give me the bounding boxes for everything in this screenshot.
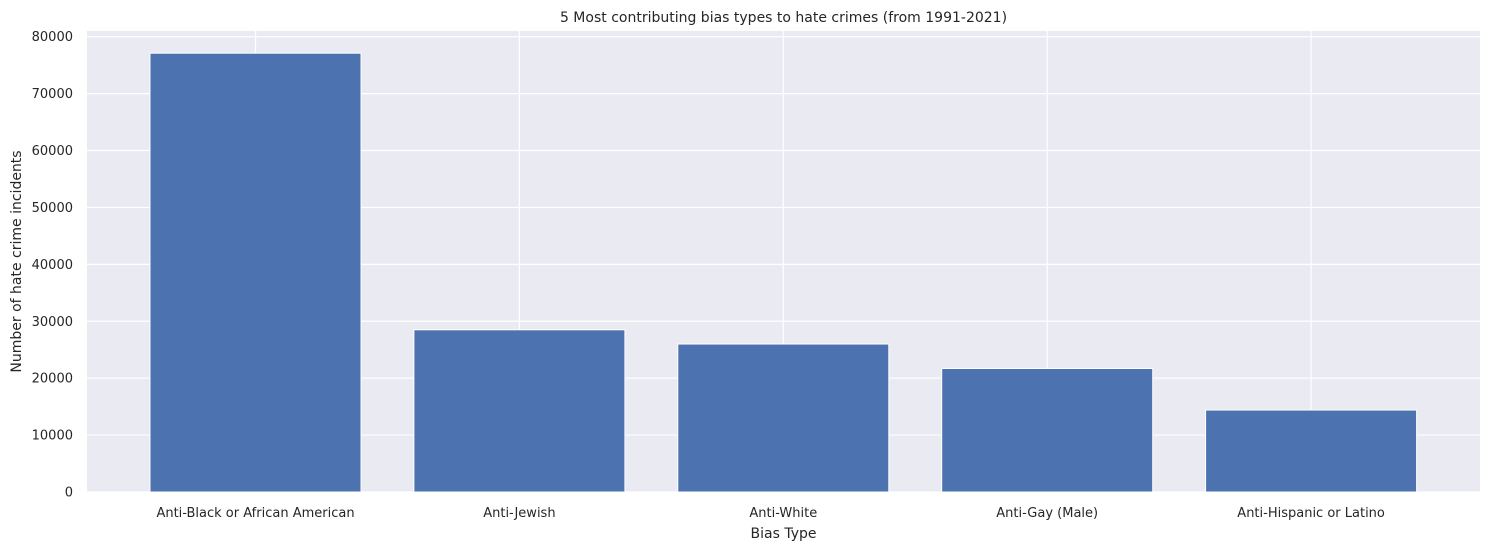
x-tick-label: Anti-Hispanic or Latino bbox=[1237, 506, 1385, 521]
bar bbox=[413, 329, 626, 493]
y-tick-label: 80000 bbox=[32, 30, 73, 45]
y-tick-label: 50000 bbox=[32, 201, 73, 216]
x-axis-label: Bias Type bbox=[751, 526, 817, 542]
bar bbox=[1205, 409, 1418, 493]
y-tick-label: 70000 bbox=[32, 87, 73, 102]
y-tick-label: 30000 bbox=[32, 315, 73, 330]
bar bbox=[149, 52, 362, 493]
y-tick-label: 40000 bbox=[32, 258, 73, 273]
y-tick-label: 20000 bbox=[32, 372, 73, 387]
x-tick-label: Anti-White bbox=[749, 506, 817, 521]
y-axis-label: Number of hate crime incidents bbox=[9, 150, 25, 372]
y-tick-labels: 0 10000 20000 30000 40000 50000 60000 70000 8000… bbox=[32, 30, 73, 500]
bars bbox=[149, 52, 1418, 493]
bar bbox=[941, 367, 1154, 493]
x-tick-label: Anti-Jewish bbox=[483, 506, 555, 521]
x-tick-labels: Anti-Black or African American Anti-Jewis… bbox=[156, 506, 1384, 521]
y-tick-label: 60000 bbox=[32, 144, 73, 159]
x-tick-label: Anti-Black or African American bbox=[156, 506, 354, 521]
x-tick-label: Anti-Gay (Male) bbox=[996, 506, 1098, 521]
y-tick-label: 10000 bbox=[32, 429, 73, 444]
y-tick-label: 0 bbox=[65, 486, 73, 501]
chart-title: 5 Most contributing bias types to hate c… bbox=[560, 10, 1007, 26]
bar bbox=[677, 343, 890, 493]
